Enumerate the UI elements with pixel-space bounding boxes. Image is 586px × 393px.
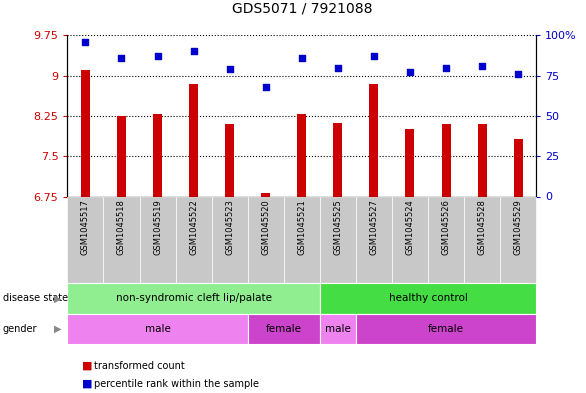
Text: healthy control: healthy control bbox=[389, 293, 468, 303]
Text: ▶: ▶ bbox=[54, 324, 62, 334]
Point bbox=[333, 64, 343, 71]
Text: female: female bbox=[428, 324, 464, 334]
Text: GSM1045519: GSM1045519 bbox=[153, 199, 162, 255]
Point bbox=[478, 63, 487, 69]
Bar bbox=[297, 114, 306, 196]
Text: transformed count: transformed count bbox=[94, 361, 185, 371]
Text: GSM1045518: GSM1045518 bbox=[117, 199, 126, 255]
Text: ▶: ▶ bbox=[54, 293, 62, 303]
Text: GSM1045525: GSM1045525 bbox=[333, 199, 342, 255]
Bar bbox=[369, 84, 379, 196]
Bar bbox=[441, 124, 451, 196]
Text: GSM1045520: GSM1045520 bbox=[261, 199, 270, 255]
Text: ■: ■ bbox=[82, 361, 93, 371]
Text: ■: ■ bbox=[82, 378, 93, 389]
Point bbox=[117, 55, 126, 61]
Text: GSM1045521: GSM1045521 bbox=[297, 199, 306, 255]
Point bbox=[261, 84, 270, 90]
Text: GSM1045517: GSM1045517 bbox=[81, 199, 90, 255]
Text: male: male bbox=[145, 324, 171, 334]
Text: GSM1045528: GSM1045528 bbox=[478, 199, 486, 255]
Text: GSM1045524: GSM1045524 bbox=[406, 199, 414, 255]
Point bbox=[441, 64, 451, 71]
Bar bbox=[261, 193, 270, 196]
Text: gender: gender bbox=[3, 324, 38, 334]
Text: GDS5071 / 7921088: GDS5071 / 7921088 bbox=[231, 2, 372, 16]
Bar bbox=[514, 139, 523, 196]
Text: male: male bbox=[325, 324, 351, 334]
Text: GSM1045526: GSM1045526 bbox=[441, 199, 451, 255]
Point bbox=[406, 69, 415, 75]
Text: female: female bbox=[266, 324, 302, 334]
Text: GSM1045527: GSM1045527 bbox=[369, 199, 379, 255]
Point bbox=[189, 48, 198, 55]
Bar bbox=[117, 116, 126, 196]
Bar bbox=[406, 129, 414, 196]
Text: disease state: disease state bbox=[3, 293, 68, 303]
Point bbox=[153, 53, 162, 59]
Bar bbox=[81, 70, 90, 196]
Point bbox=[225, 66, 234, 72]
Text: GSM1045522: GSM1045522 bbox=[189, 199, 198, 255]
Bar bbox=[333, 123, 342, 196]
Bar bbox=[189, 84, 198, 196]
Point bbox=[297, 55, 306, 61]
Text: GSM1045523: GSM1045523 bbox=[225, 199, 234, 255]
Bar bbox=[225, 124, 234, 196]
Bar bbox=[478, 124, 486, 196]
Text: non-syndromic cleft lip/palate: non-syndromic cleft lip/palate bbox=[115, 293, 271, 303]
Point bbox=[81, 39, 90, 45]
Point bbox=[369, 53, 379, 59]
Bar bbox=[153, 114, 162, 196]
Text: GSM1045529: GSM1045529 bbox=[514, 199, 523, 255]
Text: percentile rank within the sample: percentile rank within the sample bbox=[94, 378, 259, 389]
Point bbox=[513, 71, 523, 77]
